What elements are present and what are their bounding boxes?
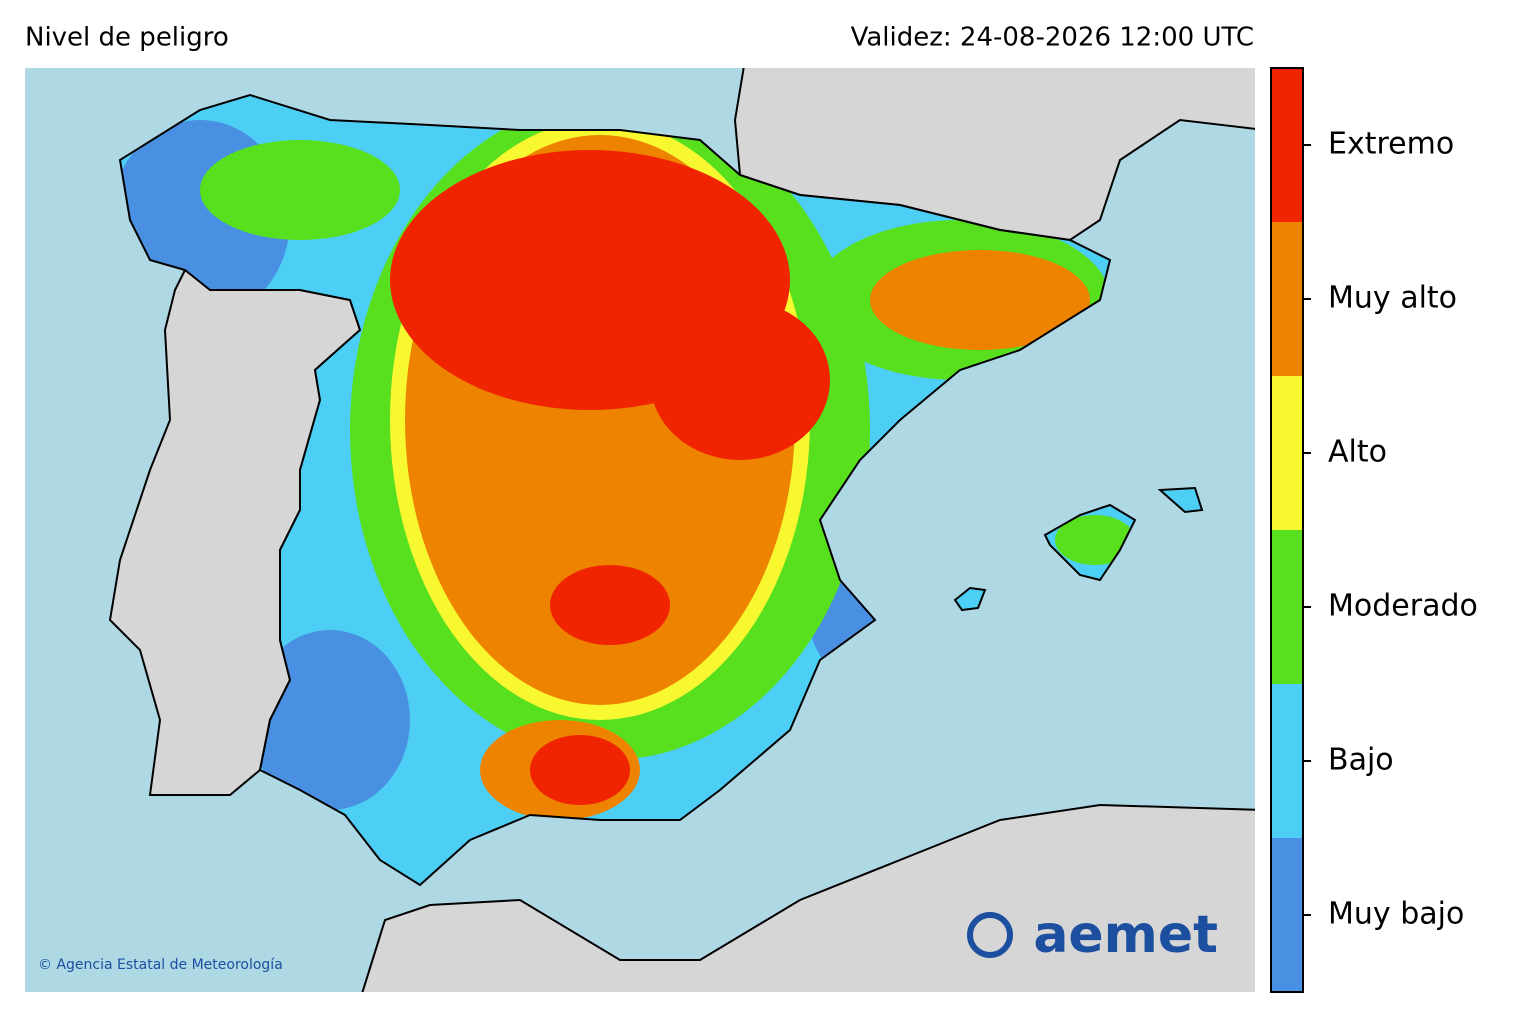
legend-label: Bajo: [1328, 743, 1394, 778]
legend-label: Muy alto: [1328, 281, 1457, 316]
colorbar-segment: [1271, 530, 1303, 684]
colorbar-segment: [1271, 222, 1303, 376]
map: © Agencia Estatal de Meteorología aemet: [25, 68, 1255, 992]
title: Nivel de peligro: [25, 23, 229, 53]
logo-icon: [967, 912, 1013, 958]
colorbar: Muy bajo Bajo Moderado Alto Muy alto Extremo: [1271, 68, 1478, 992]
legend-label: Alto: [1328, 435, 1387, 470]
validity: Validez: 24-08-2026 12:00 UTC: [851, 23, 1254, 53]
colorbar-segment: [1271, 68, 1303, 222]
colorbar-segment: [1271, 376, 1303, 530]
colorbar-frame: [1270, 67, 1304, 993]
legend-label: Muy bajo: [1328, 897, 1464, 932]
colorbar-segment: [1271, 838, 1303, 992]
colorbar-segment: [1271, 684, 1303, 838]
legend-label: Moderado: [1328, 589, 1478, 624]
legend-label: Extremo: [1328, 127, 1454, 162]
credit: © Agencia Estatal de Meteorología: [38, 957, 283, 973]
logo: aemet: [1033, 905, 1218, 965]
